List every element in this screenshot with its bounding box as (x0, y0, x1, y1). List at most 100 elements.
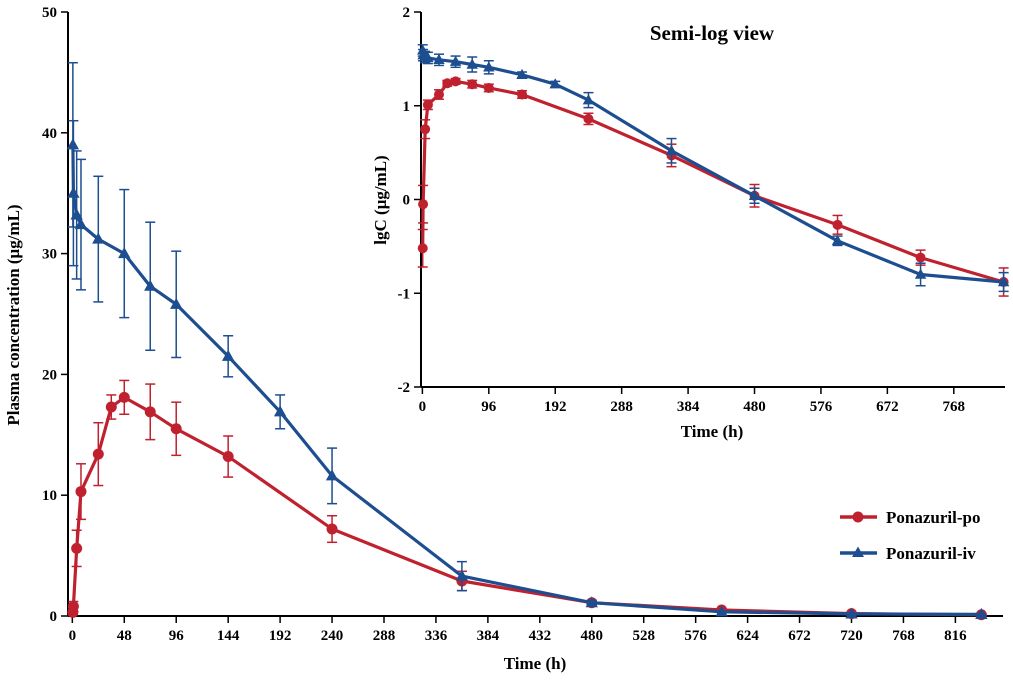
main-y-ticks: 0 10 20 30 40 50 (42, 5, 68, 625)
main-x-tick-label: 0 (69, 628, 77, 644)
inset-x-ticks: 0 96 192 288 384 480 576 672 768 (419, 387, 965, 415)
inset-x-tick-label: 384 (677, 399, 700, 415)
main-x-tick-label: 624 (736, 628, 759, 644)
inset-y-tick-label: -1 (398, 286, 411, 302)
inset-data-point-iv (466, 58, 478, 69)
main-data-point-po (75, 486, 87, 498)
inset-data-point-iv (997, 276, 1010, 287)
main-data-point-iv (170, 297, 183, 309)
inset-title: Semi-log view (650, 21, 775, 45)
inset-data-point-iv (831, 234, 844, 245)
main-data-point-iv (221, 349, 235, 361)
main-data-point-iv (118, 247, 131, 259)
inset-x-tick-label: 768 (943, 399, 966, 415)
inset-x-tick-label: 96 (481, 399, 497, 415)
main-data-point-po (67, 600, 79, 612)
main-plot: 0 48 96 144 192 240 288 336 384 432 480 528 576 624 67… (4, 5, 1003, 673)
main-data-point-iv (715, 605, 728, 617)
inset-data-point-iv (582, 94, 595, 105)
main-y-axis-title: Plasma concentration (μg/mL) (4, 204, 23, 425)
main-y-tick-label: 0 (50, 609, 58, 625)
main-x-axis-title: Time (h) (504, 654, 567, 673)
inset-x-tick-label: 288 (610, 399, 633, 415)
legend-label-po: Ponazuril-po (886, 508, 980, 527)
inset-data-point-po (583, 113, 594, 124)
main-data-point-iv (92, 232, 105, 244)
inset-data-point-po (832, 219, 843, 230)
inset-data-point-iv (483, 61, 495, 72)
inset-data-point-po (483, 82, 494, 93)
main-x-tick-label: 480 (581, 628, 604, 644)
main-data-point-po (170, 423, 182, 435)
inset-y-tick-label: -2 (398, 380, 411, 396)
inset-data-point-iv (449, 55, 462, 66)
main-data-point-iv (70, 208, 83, 220)
main-x-tick-label: 144 (217, 628, 240, 644)
main-data-point-iv (144, 279, 157, 291)
main-y-tick-label: 40 (42, 126, 57, 142)
main-x-tick-label: 672 (788, 628, 811, 644)
inset-data-point-iv (665, 144, 678, 155)
inset-data-point-po (433, 89, 444, 100)
main-x-tick-label: 720 (840, 628, 863, 644)
main-x-tick-label: 384 (477, 628, 500, 644)
main-data-point-po (71, 542, 83, 554)
main-data-point-iv (585, 596, 598, 608)
main-data-point-po (118, 391, 130, 403)
inset-series-line-po (421, 79, 1005, 284)
main-data-point-po (222, 451, 234, 463)
inset-plot: 0 96 192 288 384 480 576 672 768 -2 -1 0 1 2 Semi-lo… (371, 5, 1010, 441)
inset-x-axis-title: Time (h) (681, 422, 744, 441)
main-data-point-iv (845, 607, 858, 619)
legend-marker-po (852, 511, 864, 523)
inset-data-point-iv (914, 268, 927, 279)
legend: Ponazuril-po Ponazuril-iv (840, 508, 980, 563)
main-data-point-iv (325, 469, 339, 481)
inset-data-point-po (417, 243, 428, 254)
main-series-po (67, 379, 987, 621)
inset-data-point-po (442, 78, 453, 89)
legend-label-iv: Ponazuril-iv (886, 544, 976, 563)
main-data-point-iv (273, 405, 287, 417)
inset-y-tick-label: 1 (403, 99, 411, 115)
main-y-tick-label: 10 (42, 488, 57, 504)
inset-series-iv (417, 44, 1010, 293)
main-x-tick-label: 48 (117, 628, 132, 644)
main-y-tick-label: 30 (42, 247, 57, 263)
inset-data-point-iv (433, 53, 445, 65)
main-data-point-po (105, 401, 117, 413)
inset-x-tick-label: 576 (810, 399, 833, 415)
main-x-tick-label: 432 (529, 628, 552, 644)
inset-data-point-po (420, 124, 431, 135)
main-y-tick-label: 50 (42, 5, 57, 21)
main-series-iv (66, 61, 988, 619)
inset-data-point-po (418, 199, 429, 210)
inset-data-point-po (915, 252, 926, 263)
main-x-tick-label: 192 (269, 628, 292, 644)
inset-data-point-iv (422, 51, 434, 63)
inset-data-point-iv (748, 189, 761, 200)
main-y-tick-label: 20 (42, 367, 57, 383)
main-data-point-iv (67, 186, 80, 198)
legend-item-po: Ponazuril-po (840, 508, 980, 527)
main-data-point-iv (975, 607, 988, 619)
main-data-point-iv (455, 569, 469, 581)
inset-series-group (417, 44, 1010, 297)
main-data-point-iv (74, 218, 88, 230)
inset-y-tick-label: 0 (403, 193, 411, 209)
inset-x-tick-label: 192 (544, 399, 567, 415)
main-x-tick-label: 816 (944, 628, 967, 644)
inset-x-tick-label: 672 (876, 399, 899, 415)
main-x-tick-label: 96 (169, 628, 185, 644)
inset-x-tick-label: 0 (419, 399, 427, 415)
main-x-ticks: 0 48 96 144 192 240 288 336 384 432 480 528 576 624 67… (69, 616, 967, 644)
inset-data-point-po (467, 79, 478, 90)
inset-data-point-po (517, 89, 528, 100)
main-data-point-po (92, 448, 104, 460)
main-x-tick-label: 768 (892, 628, 915, 644)
inset-data-point-iv (516, 68, 528, 80)
inset-series-line-iv (421, 50, 1004, 284)
main-data-point-iv (66, 138, 80, 150)
main-x-tick-label: 288 (373, 628, 396, 644)
